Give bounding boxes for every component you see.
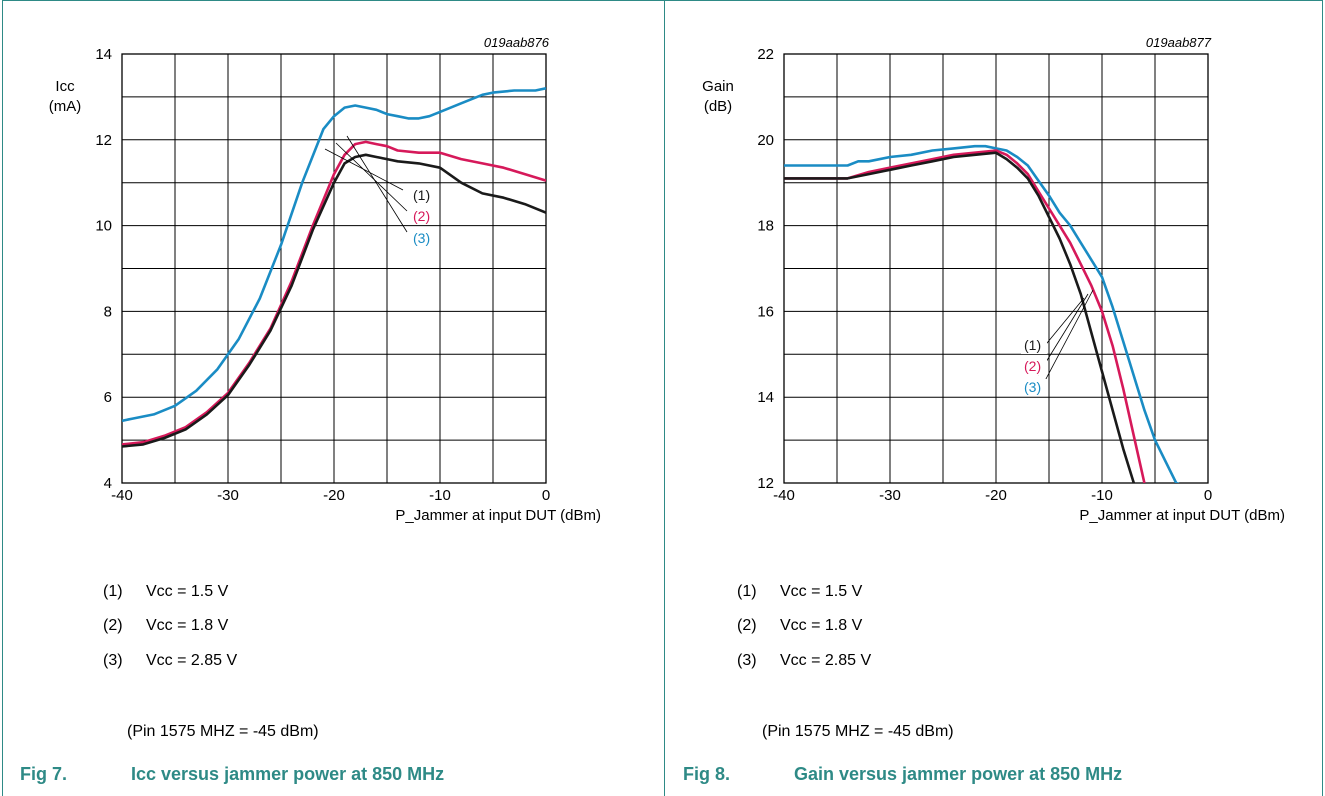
x-tick-label: -20 xyxy=(323,487,345,504)
plot-frame xyxy=(121,53,547,484)
note-num: (2) xyxy=(737,617,757,634)
note-text: Vcc = 2.85 V xyxy=(780,652,872,669)
y-tick-label: 8 xyxy=(104,303,112,320)
figure-code: 019aab877 xyxy=(1146,35,1212,50)
annotation-label: (1) xyxy=(1024,337,1041,353)
annotation-label: (2) xyxy=(413,208,430,224)
note-num: (1) xyxy=(103,583,123,600)
x-tick-label: -10 xyxy=(429,487,451,504)
y-tick-label: 22 xyxy=(757,46,774,63)
note-num: (1) xyxy=(737,583,757,600)
fig7-title: Icc versus jammer power at 850 MHz xyxy=(131,764,445,784)
annotation-leader xyxy=(346,135,408,233)
note-num: (3) xyxy=(103,652,123,669)
note-text: Vcc = 1.5 V xyxy=(146,583,229,600)
annotation-leader xyxy=(1037,289,1094,395)
x-tick-label: -30 xyxy=(879,487,901,504)
x-axis-label: P_Jammer at input DUT (dBm) xyxy=(395,507,601,524)
y-tick-label: 18 xyxy=(757,218,774,235)
x-tick-label: -20 xyxy=(985,487,1007,504)
fig7-pin-note: (Pin 1575 MHZ = -45 dBm) xyxy=(127,723,319,740)
annotation-bg xyxy=(410,208,436,225)
frame-left xyxy=(2,0,3,796)
x-tick-label: -40 xyxy=(773,487,795,504)
gain-chart: -40 -30 -20 -10 0 12 14 16 18 20 22 Gain (dB) P_Jamme… xyxy=(702,35,1285,524)
annotation-label: (2) xyxy=(1024,358,1041,374)
annotation-label: (3) xyxy=(413,230,430,246)
x-axis-label: P_Jammer at input DUT (dBm) xyxy=(1079,507,1285,524)
y-tick-label: 12 xyxy=(757,475,774,492)
series-line-1 xyxy=(784,151,1136,483)
note-text: Vcc = 1.8 V xyxy=(146,617,229,634)
series-line-2 xyxy=(122,140,546,446)
series-line-1 xyxy=(122,153,546,448)
fig8-title: Gain versus jammer power at 850 MHz xyxy=(794,764,1123,784)
y-tick-label: 14 xyxy=(95,46,112,63)
fig8-notes: (1) Vcc = 1.5 V (2) Vcc = 1.8 V (3) Vcc = 2… xyxy=(737,583,1037,693)
frame-divider xyxy=(664,0,665,796)
y-tick-label: 10 xyxy=(95,218,112,235)
plot-frame xyxy=(783,53,1209,484)
icc-chart: -40 -30 -20 -10 0 4 6 8 10 12 14 Icc (mA) P_Jammer at… xyxy=(49,35,601,524)
x-tick-label: -30 xyxy=(217,487,239,504)
x-tick-label: -10 xyxy=(1091,487,1113,504)
annotation-bg xyxy=(1021,337,1047,354)
y-tick-label: 14 xyxy=(757,389,774,406)
y-axis-label: (mA) xyxy=(49,98,82,115)
annotation-leader xyxy=(335,142,408,212)
annotation-bg xyxy=(410,230,436,247)
y-tick-label: 20 xyxy=(757,132,774,149)
y-axis-label: Icc xyxy=(55,78,75,95)
x-tick-label: 0 xyxy=(542,487,550,504)
figure-code: 019aab876 xyxy=(484,35,550,50)
y-tick-label: 12 xyxy=(95,132,112,149)
fig8-label: Fig 8. xyxy=(683,764,731,784)
y-tick-label: 6 xyxy=(104,389,112,406)
fig7-label: Fig 7. xyxy=(20,764,68,784)
note-num: (3) xyxy=(737,652,757,669)
y-axis-label: (dB) xyxy=(704,98,732,115)
y-tick-label: 4 xyxy=(104,475,112,492)
frame-top xyxy=(2,0,1323,1)
note-text: Vcc = 1.8 V xyxy=(780,617,863,634)
y-axis-label: Gain xyxy=(702,78,734,95)
annotation-label: (3) xyxy=(1024,379,1041,395)
series-line-3 xyxy=(122,87,546,423)
annotation-bg xyxy=(1021,379,1047,396)
y-tick-label: 16 xyxy=(757,303,774,320)
note-text: Vcc = 2.85 V xyxy=(146,652,238,669)
frame-right xyxy=(1322,0,1323,796)
note-text: Vcc = 1.5 V xyxy=(780,583,863,600)
x-tick-label: -40 xyxy=(111,487,133,504)
series-line-2 xyxy=(784,149,1146,483)
series-line-3 xyxy=(784,144,1180,483)
annotation-label: (1) xyxy=(413,187,430,203)
x-tick-label: 0 xyxy=(1204,487,1212,504)
annotation-bg xyxy=(410,187,436,204)
annotation-bg xyxy=(1021,358,1047,375)
fig8-pin-note: (Pin 1575 MHZ = -45 dBm) xyxy=(762,723,954,740)
note-num: (2) xyxy=(103,617,123,634)
fig7-notes: (1) Vcc = 1.5 V (2) Vcc = 1.8 V (3) Vcc = 2… xyxy=(103,583,403,693)
